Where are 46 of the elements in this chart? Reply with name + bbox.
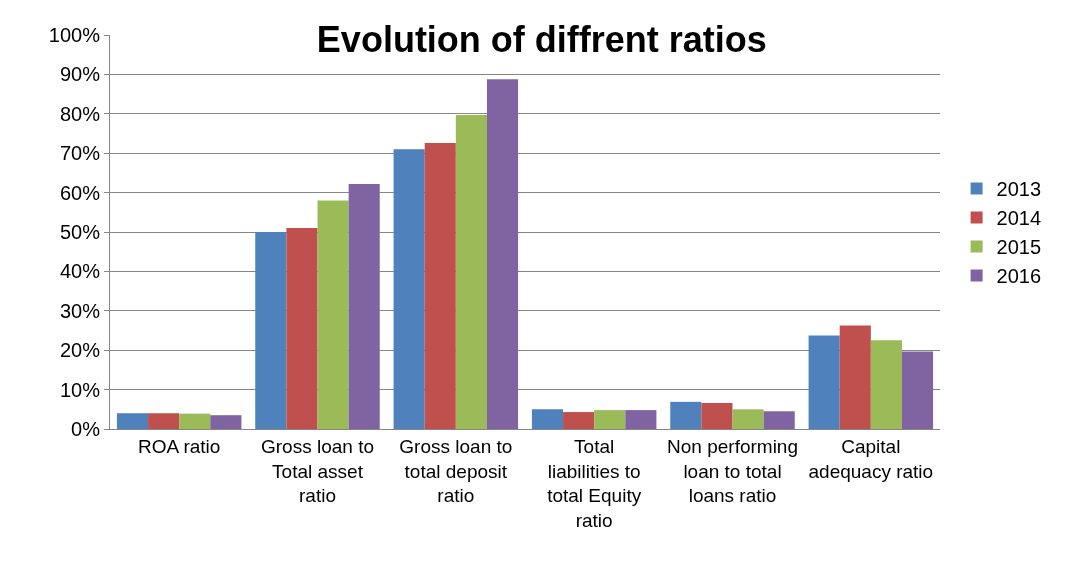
bar bbox=[286, 228, 318, 429]
bar bbox=[594, 410, 626, 429]
y-tick-label: 80% bbox=[59, 102, 101, 125]
x-tick-label: Gross loan to Total asset ratio bbox=[261, 435, 374, 507]
bar bbox=[701, 403, 733, 429]
legend-label: 2015 bbox=[996, 236, 1042, 259]
x-tick-label: Non performing loan to total loans ratio bbox=[667, 435, 798, 507]
y-tick-label: 10% bbox=[59, 378, 101, 401]
bar bbox=[670, 401, 702, 429]
bar bbox=[179, 413, 211, 429]
x-tick-label: ROA ratio bbox=[137, 435, 221, 457]
y-tick-label: 20% bbox=[59, 339, 101, 362]
bar bbox=[531, 409, 564, 429]
bar bbox=[116, 413, 149, 429]
x-tick-label: Gross loan to total deposit ratio bbox=[399, 435, 513, 507]
bar bbox=[486, 79, 519, 429]
x-tick-label: Total liabilities to total Equity ratio bbox=[547, 435, 642, 531]
bar bbox=[763, 411, 795, 429]
legend-label: 2013 bbox=[996, 178, 1042, 201]
y-tick-label: 0% bbox=[71, 418, 101, 440]
y-tick-label: 70% bbox=[59, 142, 101, 165]
bar bbox=[808, 335, 840, 429]
x-tick-label: Capital adequacy ratio bbox=[808, 435, 934, 482]
chart-title: Evolution of diffrent ratios bbox=[316, 18, 767, 60]
bar bbox=[255, 232, 287, 429]
bar bbox=[732, 409, 764, 429]
bar bbox=[317, 200, 349, 429]
y-tick-label: 90% bbox=[59, 63, 101, 86]
legend-label: 2016 bbox=[996, 265, 1042, 288]
bar bbox=[424, 142, 456, 429]
bar bbox=[839, 325, 871, 429]
y-tick-label: 40% bbox=[59, 260, 101, 283]
y-tick-label: 60% bbox=[59, 181, 101, 204]
bar bbox=[901, 351, 934, 429]
y-tick-label: 30% bbox=[59, 299, 101, 322]
bar bbox=[625, 410, 657, 429]
y-tick-label: 100% bbox=[48, 24, 101, 46]
bar bbox=[348, 183, 380, 429]
y-tick-label: 50% bbox=[59, 221, 101, 243]
bar bbox=[210, 415, 242, 429]
bar bbox=[563, 412, 595, 429]
bar bbox=[148, 413, 180, 429]
bar bbox=[393, 149, 425, 429]
bar bbox=[870, 340, 902, 429]
legend-label: 2014 bbox=[996, 207, 1042, 230]
bar bbox=[455, 114, 487, 429]
